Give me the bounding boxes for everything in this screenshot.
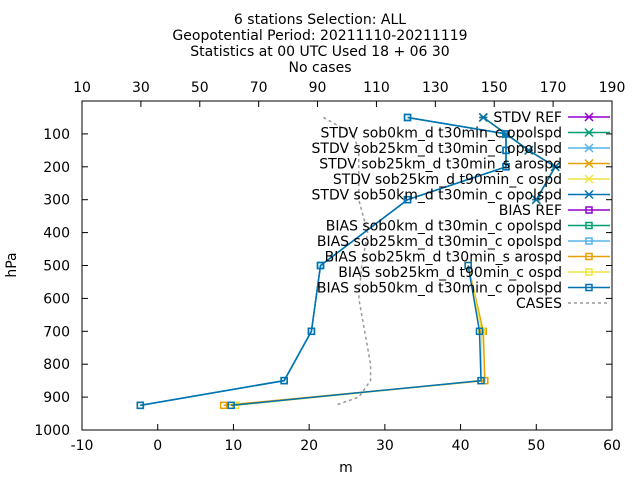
data-point [478, 112, 488, 122]
data-point [584, 112, 594, 122]
legend-item: STDV sob25km_d t30min_c opolspd [312, 141, 610, 157]
x2-tick-label: 10 [73, 80, 91, 96]
data-point [481, 376, 489, 385]
axes-layer: -10 0 10 20 30 40 50 60 10 30 50 70 90 110 130 150 170 19… [34, 80, 625, 454]
x2-tick-label: 170 [540, 80, 567, 96]
data-point [585, 268, 593, 276]
data-point [584, 143, 594, 153]
y-tick-label: 200 [43, 160, 70, 176]
x2-tick-label: 30 [132, 80, 150, 96]
data-point [307, 327, 316, 336]
x-tick-label: 50 [527, 438, 545, 454]
x-tick-label: 60 [603, 438, 621, 454]
y-tick-label: 1000 [34, 423, 70, 439]
data-point [585, 221, 593, 230]
x2-tick-label: 70 [250, 80, 268, 96]
y-tick-label: 500 [43, 259, 70, 275]
data-point [403, 195, 412, 204]
chart-title-line-4: No cases [288, 60, 352, 76]
data-point [585, 206, 593, 214]
legend-item: STDV REF [493, 110, 610, 126]
legend-label: STDV sob25km_d t30min_s arospd [319, 157, 562, 173]
series-line [231, 265, 482, 407]
y-tick-label: 400 [43, 226, 70, 242]
data-point [584, 127, 594, 138]
legend-label: BIAS sob25km_d t30min_c opolspd [317, 234, 562, 250]
data-point [136, 401, 145, 410]
legend-label: BIAS sob50km_d t30min_c opolspd [317, 281, 562, 297]
x-tick-label: 0 [153, 438, 162, 454]
data-point [531, 195, 541, 205]
data-point [524, 145, 534, 155]
x-tick-label: 10 [225, 438, 243, 454]
legend-item: STDV sob25km_d t90min_c ospd [333, 172, 610, 188]
y-tick-label: 800 [43, 357, 70, 373]
series-layer [136, 112, 560, 410]
x2-tick-label: 150 [481, 80, 508, 96]
legend-item: BIAS sob25km_d t30min_c opolspd [317, 234, 610, 250]
data-point [219, 401, 228, 410]
cases-line [323, 116, 372, 407]
x-tick-label: -10 [71, 438, 94, 454]
data-point [502, 163, 510, 171]
data-point [475, 327, 484, 336]
x-tick-label: 30 [376, 438, 394, 454]
series-line [140, 116, 507, 407]
chart-title-line-1: 6 stations Selection: ALL [233, 12, 407, 28]
data-point [403, 113, 412, 122]
legend-item: STDV sob25km_d t30min_s arospd [319, 157, 610, 173]
legend-item: BIAS sob0km_d t30min_c opolspd [326, 219, 610, 235]
data-point [584, 174, 594, 184]
legend-label: BIAS sob0km_d t30min_c opolspd [326, 219, 562, 235]
x2-tick-label: 50 [191, 80, 209, 96]
y-tick-label: 900 [43, 390, 70, 406]
x2-tick-label: 110 [363, 80, 390, 96]
legend-label: STDV sob0km_d t30min_c opolspd [320, 126, 562, 142]
data-point [584, 189, 594, 200]
data-point [464, 261, 472, 270]
y-tick-label: 300 [43, 193, 70, 209]
legend-item: STDV sob50km_d t30min_c opolspd [312, 188, 610, 204]
legend-item: BIAS sob25km_d t90min_c ospd [338, 265, 610, 281]
data-point [316, 261, 325, 270]
data-point [585, 237, 593, 245]
chart-title-line-2: Geopotential Period: 20211110-20211119 [172, 28, 468, 44]
data-point [227, 401, 235, 410]
data-point [280, 376, 288, 385]
legend-item: STDV sob0km_d t30min_c opolspd [320, 126, 610, 142]
data-point [585, 252, 593, 261]
data-point [477, 376, 485, 385]
legend-label: STDV sob50km_d t30min_c opolspd [312, 188, 562, 204]
legend-item: BIAS REF [499, 203, 610, 219]
y-tick-label: 100 [43, 127, 70, 143]
chart-title-line-3: Statistics at 00 UTC Used 18 + 06 30 [190, 44, 450, 60]
data-point [585, 283, 593, 292]
data-point [584, 158, 594, 169]
legend-label: BIAS sob25km_d t30min_s arospd [325, 250, 562, 266]
legend-label: STDV sob25km_d t90min_c ospd [333, 172, 562, 188]
y-axis-label: hPa [4, 252, 20, 277]
legend-item: CASES [516, 296, 610, 312]
legend-label: CASES [516, 296, 562, 312]
data-point [550, 162, 560, 172]
x2-tick-label: 90 [309, 80, 327, 96]
x-tick-label: 20 [300, 438, 318, 454]
y-tick-label: 600 [43, 291, 70, 307]
data-point [502, 130, 510, 138]
x2-tick-label: 190 [599, 80, 626, 96]
legend-label: BIAS sob25km_d t90min_c ospd [338, 265, 562, 281]
legend-label: BIAS REF [499, 203, 562, 219]
x-axis-label: m [339, 460, 353, 476]
legend-label: STDV REF [493, 110, 562, 126]
legend-label: STDV sob25km_d t30min_c opolspd [312, 141, 562, 157]
legend-item: BIAS sob50km_d t30min_c opolspd [317, 281, 610, 297]
x2-tick-label: 130 [422, 80, 449, 96]
y-tick-label: 700 [43, 324, 70, 340]
x-tick-label: 40 [452, 438, 470, 454]
legend-item: BIAS sob25km_d t30min_s arospd [325, 250, 610, 266]
data-point [502, 146, 510, 155]
